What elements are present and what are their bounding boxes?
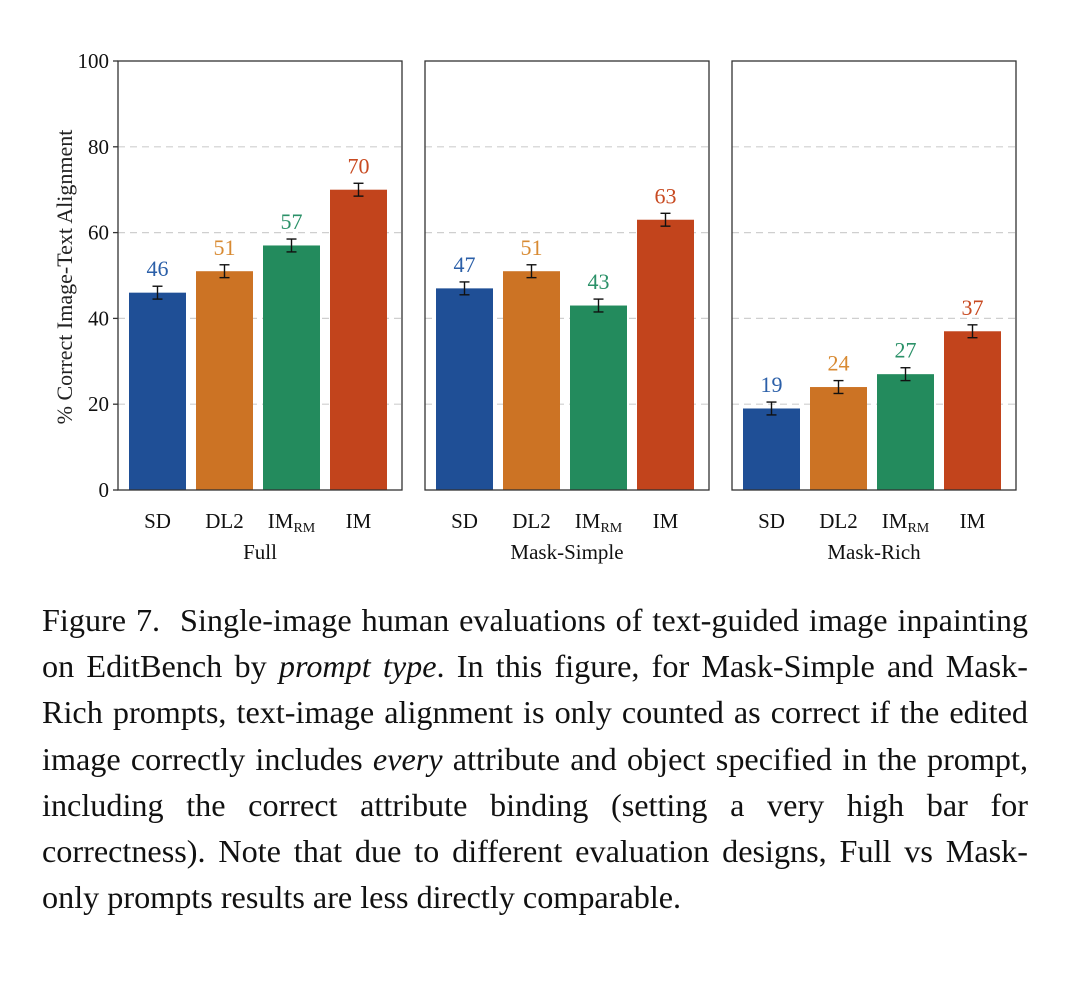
category-label: DL2 [819,509,858,533]
panel-label: Mask-Rich [827,540,921,564]
caption-text-2: . In this figure, for Mask-Simple and Ma… [42,648,1028,777]
bar [196,271,253,490]
category-label: IMRM [882,509,930,536]
data-label: 51 [214,235,236,260]
category-label: IM [346,509,372,533]
data-label: 47 [454,252,476,277]
y-tick-label: 40 [88,306,109,330]
panel-label: Full [243,540,277,564]
y-tick-label: 60 [88,221,109,245]
bar [263,245,320,490]
category-label: IM [960,509,986,533]
data-label: 51 [521,235,543,260]
bar [944,331,1001,490]
data-label: 70 [348,153,370,178]
panel-label: Mask-Simple [510,540,623,564]
data-label: 63 [655,183,677,208]
bar [637,219,694,491]
category-label: DL2 [512,509,551,533]
y-tick-label: 100 [78,49,110,73]
bar [129,292,186,490]
caption-emphasis-prompt-type: prompt type [278,648,437,685]
bar-chart: % Correct Image-Text Alignment 46 SD 51 DL2… [52,49,1017,564]
category-label: IMRM [575,509,623,536]
category-label: SD [758,509,785,533]
category-label: SD [144,509,171,533]
panel-frame [424,60,710,491]
y-tick-label: 20 [88,392,109,416]
data-label: 57 [281,209,303,234]
y-tick-label: 80 [88,135,109,159]
category-subscript: RM [907,521,929,536]
data-label: 43 [588,269,610,294]
y-axis-label: % Correct Image-Text Alignment [52,130,77,425]
category-label: SD [451,509,478,533]
bar [570,305,627,490]
caption-text-3: attribute and object specified in the pr… [42,740,1029,916]
panel-frame [731,60,1017,491]
data-label: 19 [761,372,783,397]
figure-caption: Figure 7. Single-image human evaluations… [42,597,1028,920]
bar [330,189,387,490]
bar [503,271,560,490]
caption-label: Figure 7. [42,602,161,638]
panel-frame [117,60,403,491]
bar [743,408,800,490]
bar [810,387,867,490]
caption-text-1: Single-image human evaluations of text-g… [42,602,1029,685]
data-label: 24 [828,351,850,376]
y-tick-label: 0 [99,478,110,502]
category-label: DL2 [205,509,244,533]
category-subscript: RM [600,521,622,536]
data-label: 37 [962,295,984,320]
data-label: 27 [895,338,917,363]
bar [877,374,934,490]
bar [436,288,493,490]
category-label: IM [653,509,679,533]
category-label: IMRM [268,509,316,536]
category-subscript: RM [293,521,315,536]
caption-emphasis-every: every [372,740,443,777]
data-label: 46 [147,256,169,281]
